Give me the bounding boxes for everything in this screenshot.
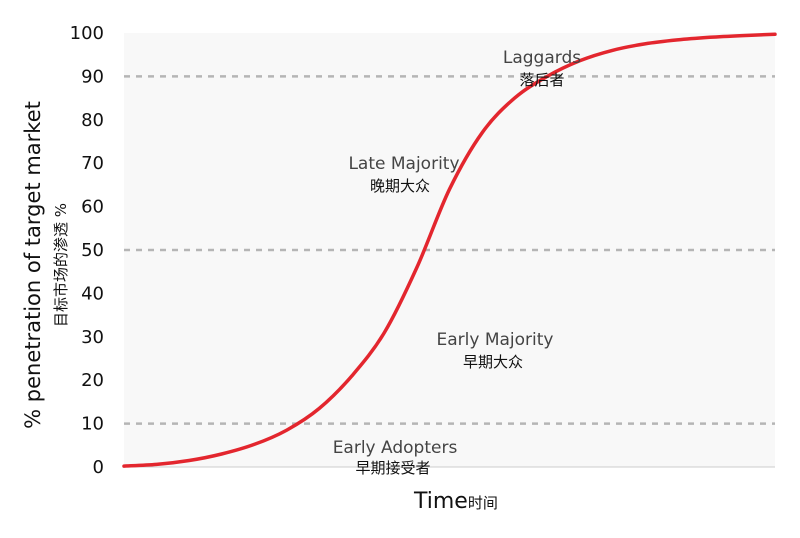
y-tick-label-70: 70: [81, 153, 104, 174]
data-point-10: [448, 188, 451, 191]
annotation-late-majority-zh: 晚期大众: [370, 177, 430, 195]
annotation-early-adopters-zh: 早期接受者: [355, 459, 430, 477]
data-point-6: [318, 407, 321, 410]
data-point-12: [513, 97, 516, 100]
x-axis-title-en: Time: [413, 489, 468, 514]
series-line: [122, 32, 777, 468]
data-point-5: [285, 429, 288, 432]
data-point-19: [741, 34, 744, 37]
annotation-laggards-zh: 落后者: [519, 71, 564, 89]
x-axis-title: Time时间: [413, 489, 498, 514]
data-point-11: [481, 131, 484, 134]
y-tick-label-90: 90: [81, 66, 104, 87]
data-point-3: [220, 452, 223, 455]
annotation-early-majority-en: Early Majority: [437, 330, 554, 350]
y-axis-title: % penetration of target market: [21, 101, 45, 429]
data-point-15: [611, 49, 614, 52]
y-tick-label-30: 30: [81, 327, 104, 348]
y-tick-label-50: 50: [81, 240, 104, 261]
data-point-20: [774, 33, 777, 36]
reference-lines: [124, 75, 775, 425]
data-point-2: [188, 459, 191, 462]
y-tick-label-20: 20: [81, 370, 104, 391]
y-tick-labels: 0 10 20 30 40 50 60 70 80 90 100: [70, 23, 104, 478]
y-tick-label-40: 40: [81, 283, 104, 304]
annotation-laggards-en: Laggards: [503, 48, 581, 68]
y-tick-label-60: 60: [81, 197, 104, 218]
annotation-late-majority-en: Late Majority: [348, 154, 459, 174]
annotation-early-majority-zh: 早期大众: [463, 353, 523, 371]
y-tick-label-0: 0: [93, 457, 104, 478]
data-point-4: [253, 443, 256, 446]
data-point-18: [708, 36, 711, 39]
y-axis-title-zh: 目标市场的渗透 %: [52, 203, 70, 327]
data-point-7: [350, 374, 353, 377]
data-point-9: [415, 266, 418, 269]
y-tick-label-100: 100: [70, 23, 104, 44]
x-axis-title-zh: 时间: [468, 494, 498, 512]
y-tick-label-80: 80: [81, 110, 104, 131]
annotation-early-adopters-en: Early Adopters: [333, 438, 458, 458]
y-tick-label-10: 10: [81, 414, 104, 435]
data-point-8: [383, 331, 386, 334]
data-point-0: [123, 465, 126, 468]
data-point-16: [643, 42, 646, 45]
data-point-1: [155, 463, 158, 466]
data-point-17: [676, 38, 679, 41]
